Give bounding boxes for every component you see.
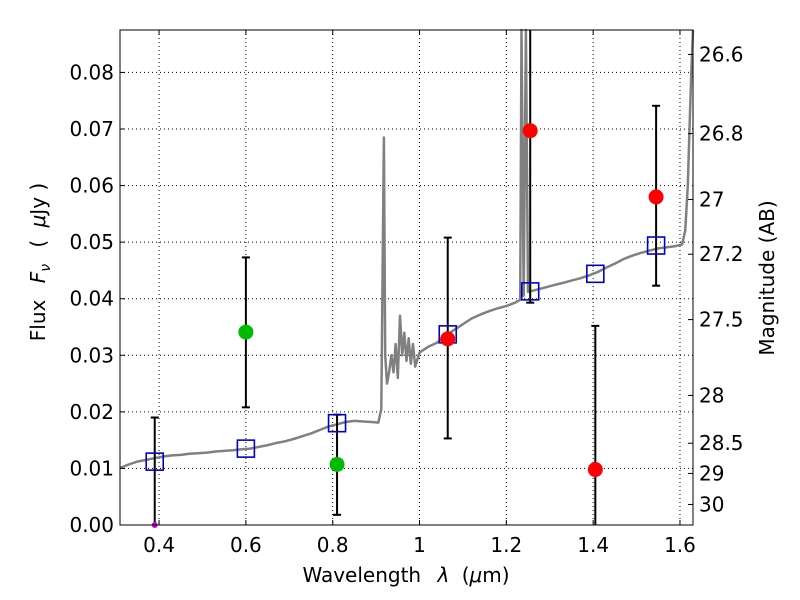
x-tick-label: 1.4 — [577, 533, 609, 557]
y2-tick-label: 28 — [699, 383, 724, 407]
y-axis-label-symbol: F — [26, 271, 50, 283]
y2-tick-label: 29 — [699, 461, 724, 485]
x-tick-label: 1 — [413, 533, 426, 557]
x-tick-label: 1.6 — [664, 533, 696, 557]
x-axis-label-unit-rest: m) — [482, 563, 509, 587]
x-axis-label-text: Wavelength — [302, 563, 421, 587]
x-tick-label: 0.4 — [143, 533, 175, 557]
y2-axis-label: Magnitude (AB) — [755, 200, 779, 355]
y2-tick-label: 27 — [699, 187, 724, 211]
x-axis-label-unit-mu: μ — [469, 563, 483, 587]
model-point — [236, 439, 256, 458]
y-tick-label: 0.03 — [69, 343, 114, 367]
y-axis-label-text: Flux — [26, 299, 50, 341]
grid — [120, 30, 693, 526]
x-tick-label: 0.8 — [317, 533, 349, 557]
x-axis-label: Wavelength λ (μm) — [302, 563, 509, 587]
x-tick-label: 1.2 — [490, 533, 522, 557]
y-tick-label: 0.00 — [69, 513, 114, 537]
observed-point — [329, 456, 345, 472]
x-axis-label-unit-open: ( — [462, 563, 470, 587]
observed-point — [587, 462, 603, 478]
y-axis-label-unit-rest: Jy ) — [26, 183, 50, 217]
y2-tick-label: 26.8 — [699, 122, 744, 146]
model-point — [646, 236, 666, 255]
y2-tick-label: 26.6 — [699, 42, 744, 66]
y-axis-label-unit-mu: μ — [26, 215, 50, 229]
y-tick-label: 0.07 — [69, 117, 114, 141]
y-tick-label: 0.05 — [69, 230, 114, 254]
model-point — [586, 264, 605, 284]
observed-point — [238, 324, 254, 340]
observed-point — [648, 189, 664, 205]
y-tick-label: 0.08 — [69, 60, 114, 84]
y-tick-label: 0.04 — [69, 287, 114, 311]
y-axis-label-unit-open: ( — [26, 240, 50, 248]
y-tick-label: 0.01 — [69, 456, 114, 480]
y2-tick-label: 27.5 — [699, 308, 744, 332]
model-points — [145, 236, 666, 471]
y-tick-label: 0.02 — [69, 400, 114, 424]
x-tick-label: 0.6 — [230, 533, 262, 557]
spectrum — [119, 28, 695, 470]
model-point — [327, 413, 347, 433]
y-axis-label-subscript: ν — [38, 264, 54, 272]
axis-ticks: 0.4 0.6 0.8 1 1.2 1.4 1.6 0.00 0.01 0.02 0.03 0.04 0… — [69, 30, 744, 557]
y2-tick-label: 30 — [699, 492, 724, 516]
x-axis-label-symbol: λ — [436, 563, 449, 587]
plot-frame — [119, 29, 694, 526]
observed-points — [151, 123, 664, 528]
observed-point — [440, 331, 456, 347]
y-axis-label: Flux Fν ( μJy ) — [26, 183, 55, 341]
spectrum-line — [119, 28, 695, 470]
observed-point — [522, 123, 538, 139]
y2-tick-label: 27.2 — [699, 242, 744, 266]
model-point — [520, 282, 540, 301]
y2-tick-label: 28.5 — [699, 431, 744, 455]
model-point — [145, 452, 165, 471]
y-tick-label: 0.06 — [69, 174, 114, 198]
